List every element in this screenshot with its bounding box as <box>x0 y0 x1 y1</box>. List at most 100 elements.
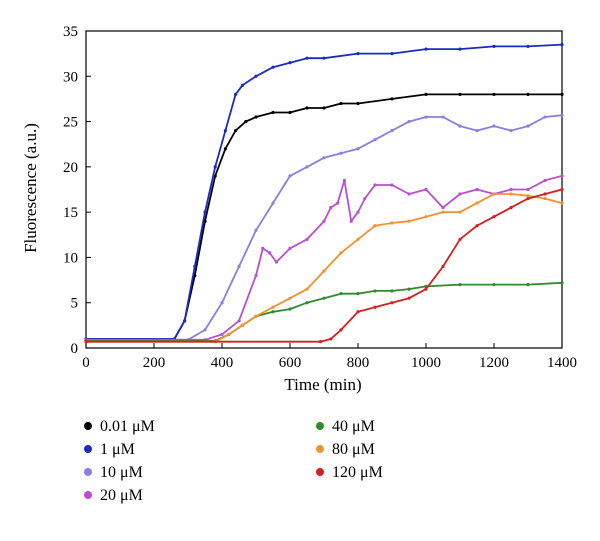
series-3 <box>84 174 564 342</box>
data-point <box>509 187 513 192</box>
data-point <box>526 92 530 96</box>
data-point <box>84 340 88 344</box>
data-point <box>234 129 238 133</box>
data-point <box>322 106 326 110</box>
legend-label: 40 μM <box>332 418 375 435</box>
data-point <box>240 323 244 327</box>
legend-marker <box>84 491 92 499</box>
y-tick-label: 5 <box>71 296 79 312</box>
legend-label: 1 μM <box>100 441 135 458</box>
x-tick-label: 800 <box>347 355 370 371</box>
data-point <box>339 251 343 255</box>
legend-item: 10 μM <box>84 464 143 481</box>
data-point <box>424 92 428 96</box>
data-point <box>543 196 547 201</box>
data-point <box>271 305 275 309</box>
series-layer <box>84 42 564 344</box>
data-point <box>526 187 530 192</box>
data-point <box>339 101 343 106</box>
data-point <box>458 47 462 51</box>
data-point <box>288 174 292 178</box>
data-point <box>363 196 367 201</box>
data-point <box>492 283 496 287</box>
data-point <box>237 319 241 323</box>
y-tick-label: 35 <box>63 24 78 40</box>
data-point <box>271 65 275 69</box>
data-point <box>254 273 258 278</box>
data-point <box>407 287 411 291</box>
data-point <box>356 147 360 151</box>
y-tick-label: 15 <box>63 205 78 221</box>
data-point <box>560 92 564 96</box>
plot-frame <box>85 30 563 349</box>
data-point <box>526 196 530 201</box>
series-line <box>86 43 563 340</box>
data-point <box>288 296 292 300</box>
legend: 0.01 μM 1 μM 10 μM 20 μM 40 μM 80 μM 120 μM <box>84 418 383 504</box>
data-point <box>339 328 343 332</box>
data-point <box>223 129 227 133</box>
x-tick-label: 400 <box>211 355 234 371</box>
data-point <box>305 106 309 110</box>
data-point <box>322 269 326 273</box>
data-point <box>407 219 411 223</box>
data-point <box>424 187 428 192</box>
data-point <box>356 52 360 56</box>
data-point <box>560 281 564 285</box>
data-point <box>356 210 360 214</box>
x-tick-label: 1400 <box>547 355 577 371</box>
data-point <box>373 183 377 187</box>
legend-item: 40 μM <box>316 418 375 435</box>
data-point <box>390 221 394 225</box>
data-point <box>526 283 530 287</box>
data-point <box>234 92 238 96</box>
data-point <box>274 260 278 264</box>
data-point <box>339 151 343 155</box>
data-point <box>203 328 207 332</box>
data-point <box>475 187 479 192</box>
data-point <box>526 194 530 198</box>
legend-marker <box>316 422 324 430</box>
data-point <box>288 110 292 115</box>
series-6 <box>84 187 564 344</box>
legend-marker <box>316 445 324 453</box>
plot-area <box>85 30 563 349</box>
legend-label: 0.01 μM <box>100 418 155 435</box>
data-point <box>492 192 496 196</box>
legend-marker <box>316 468 324 476</box>
legend-item: 1 μM <box>84 441 135 458</box>
x-tick-label: 1200 <box>479 355 509 371</box>
series-4 <box>84 281 564 343</box>
data-point <box>543 192 547 196</box>
data-point <box>342 178 346 183</box>
data-point <box>424 215 428 219</box>
data-point <box>319 340 323 344</box>
data-point <box>322 56 326 60</box>
x-axis-label: Time (min) <box>284 375 361 394</box>
data-point <box>509 129 513 133</box>
data-point <box>356 292 360 296</box>
legend-marker <box>84 468 92 476</box>
axes: 0 200 400 600 800 1000 1200 1400 0 5 10 15 20 25 30 35 <box>63 24 577 371</box>
data-point <box>237 264 241 269</box>
legend-label: 120 μM <box>332 464 383 481</box>
legend-item: 20 μM <box>84 487 143 504</box>
data-point <box>509 192 513 196</box>
data-point <box>336 201 340 205</box>
data-point <box>356 101 360 106</box>
series-0 <box>84 92 564 341</box>
data-point <box>543 115 547 119</box>
data-point <box>183 319 187 323</box>
data-point <box>223 147 227 151</box>
data-point <box>543 178 547 183</box>
data-point <box>407 192 411 196</box>
data-point <box>390 289 394 293</box>
data-point <box>254 314 258 318</box>
data-point <box>213 165 217 169</box>
data-point <box>458 124 462 128</box>
y-tick-label: 20 <box>63 160 78 176</box>
series-line <box>86 281 563 342</box>
data-point <box>441 115 445 119</box>
series-2 <box>84 113 564 342</box>
